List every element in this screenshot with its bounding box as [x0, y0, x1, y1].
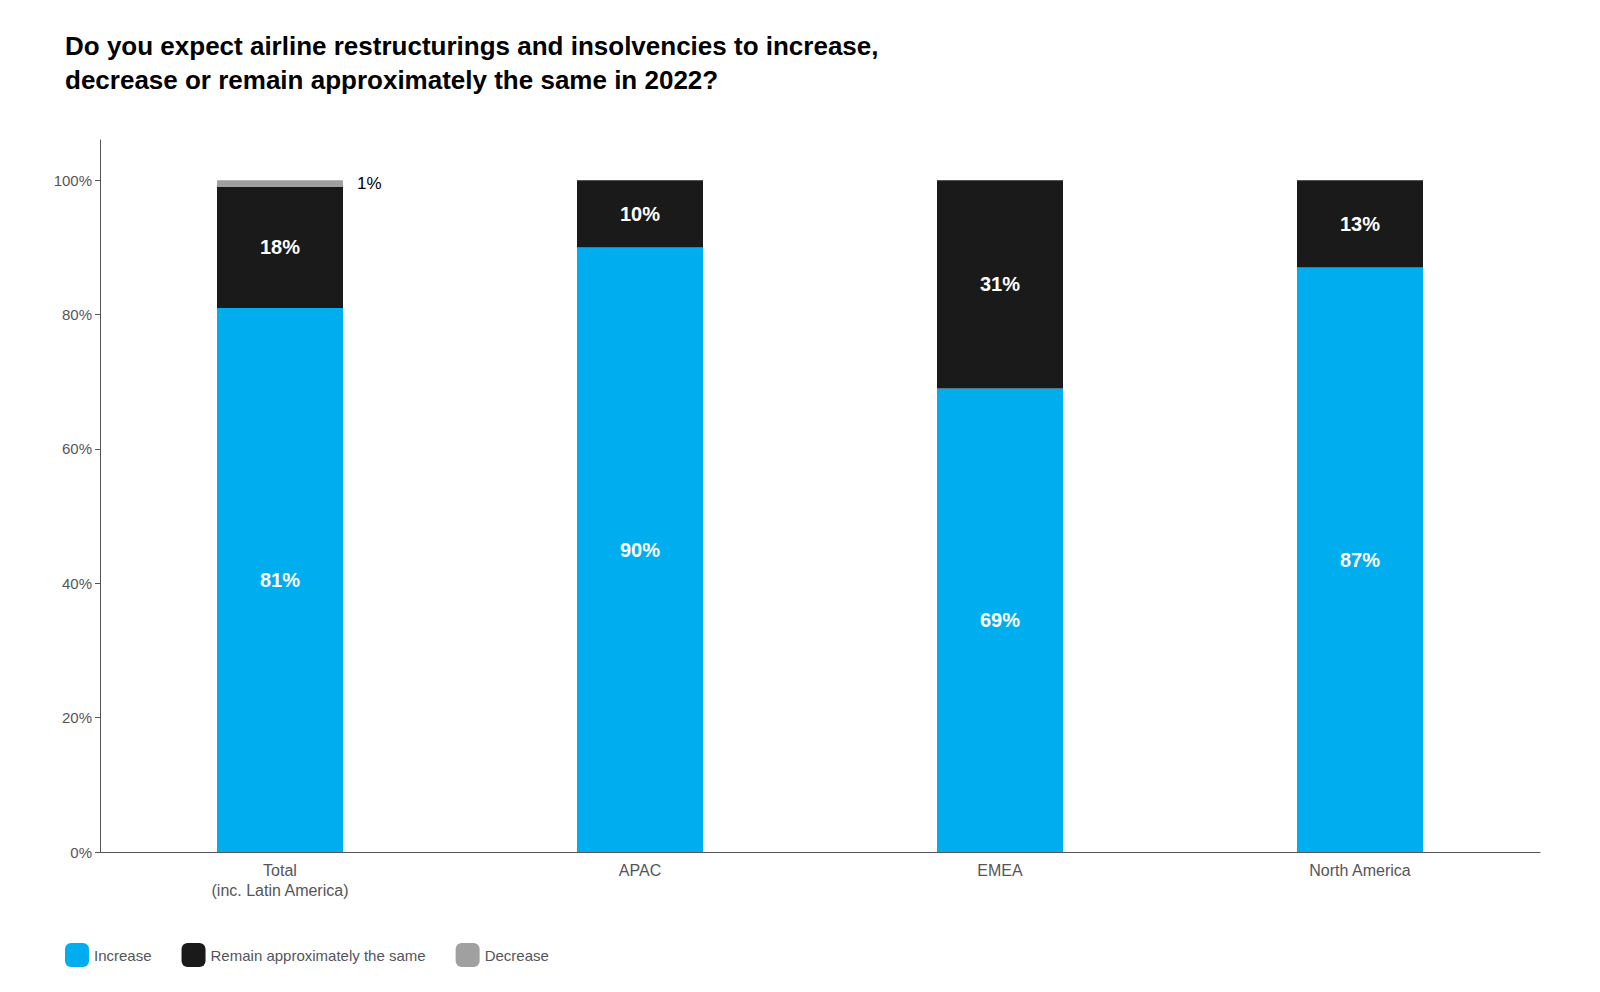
svg-text:Remain approximately the same: Remain approximately the same: [211, 947, 426, 964]
svg-text:0%: 0%: [70, 844, 92, 861]
svg-text:Total: Total: [263, 862, 297, 879]
svg-text:1%: 1%: [357, 174, 382, 193]
svg-text:Increase: Increase: [94, 947, 152, 964]
svg-text:APAC: APAC: [619, 862, 661, 879]
svg-text:Decrease: Decrease: [485, 947, 549, 964]
svg-text:69%: 69%: [980, 609, 1020, 631]
svg-text:North America: North America: [1309, 862, 1410, 879]
svg-text:Do you expect airline restruct: Do you expect airline restructurings and…: [65, 31, 879, 61]
svg-text:40%: 40%: [62, 575, 92, 592]
svg-text:(inc. Latin America): (inc. Latin America): [212, 882, 349, 899]
svg-text:90%: 90%: [620, 539, 660, 561]
svg-text:18%: 18%: [260, 236, 300, 258]
svg-text:20%: 20%: [62, 709, 92, 726]
svg-text:decrease or remain approximate: decrease or remain approximately the sam…: [65, 65, 718, 95]
svg-text:100%: 100%: [54, 172, 92, 189]
svg-text:13%: 13%: [1340, 213, 1380, 235]
svg-text:10%: 10%: [620, 203, 660, 225]
svg-text:87%: 87%: [1340, 549, 1380, 571]
svg-text:80%: 80%: [62, 306, 92, 323]
svg-text:60%: 60%: [62, 440, 92, 457]
svg-text:EMEA: EMEA: [977, 862, 1023, 879]
svg-text:31%: 31%: [980, 273, 1020, 295]
svg-text:81%: 81%: [260, 569, 300, 591]
